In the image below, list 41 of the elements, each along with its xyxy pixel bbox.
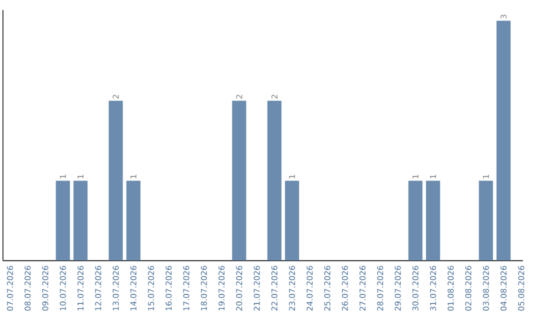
data-label: 1 (60, 174, 66, 178)
x-tick-label: 16.07.2026 (166, 266, 172, 310)
data-label: 2 (271, 94, 278, 99)
x-tick-label: 01.08.2026 (448, 266, 454, 311)
x-tick-label: 03.08.2026 (482, 266, 489, 311)
x-tick-label: 15.07.2026 (148, 266, 154, 310)
data-label: 1 (483, 174, 489, 178)
x-tick-label: 02.08.2026 (465, 266, 472, 311)
x-tick-label: 26.07.2026 (342, 266, 348, 311)
x-tick-label: 10.07.2026 (60, 266, 66, 310)
x-tick-label: 25.07.2026 (324, 266, 330, 311)
data-label: 2 (112, 94, 119, 99)
x-tick-label: 22.07.2026 (271, 266, 278, 311)
x-tick-label: 19.07.2026 (218, 266, 225, 310)
x-tick-label: 28.07.2026 (377, 266, 384, 311)
x-tick-label: 12.07.2026 (95, 266, 102, 310)
x-tick-label: 18.07.2026 (200, 266, 207, 310)
data-label: 1 (412, 174, 418, 178)
x-tick-label: 11.07.2026 (77, 266, 84, 310)
x-tick-label: 31.07.2026 (430, 266, 436, 311)
data-label: 2 (236, 94, 242, 99)
data-label: 1 (78, 174, 84, 178)
x-tick-label: 04.08.2026 (500, 266, 507, 311)
x-tick-label: 07.07.2026 (6, 266, 14, 311)
data-label: 1 (289, 174, 295, 178)
x-tick-label: 21.07.2026 (254, 266, 260, 311)
data-label: 1 (430, 174, 436, 178)
x-tick-label: 05.08.2026 (518, 266, 524, 311)
data-label: 1 (130, 174, 136, 178)
x-tick-label: 29.07.2026 (394, 266, 401, 311)
x-tick-label: 08.07.2026 (24, 266, 31, 311)
x-tick-label: 24.07.2026 (306, 266, 313, 311)
x-tick-label: 13.07.2026 (112, 266, 119, 310)
x-tick-label: 27.07.2026 (360, 266, 366, 311)
data-label: 3 (500, 14, 507, 19)
x-tick-label: 14.07.2026 (130, 266, 136, 310)
x-tick-label: 17.07.2026 (183, 266, 190, 310)
x-tick-label: 30.07.2026 (412, 266, 418, 311)
x-tick-label: 09.07.2026 (42, 266, 48, 311)
x-tick-label: 20.07.2026 (236, 266, 242, 311)
x-tick-label: 23.07.2026 (289, 266, 296, 311)
